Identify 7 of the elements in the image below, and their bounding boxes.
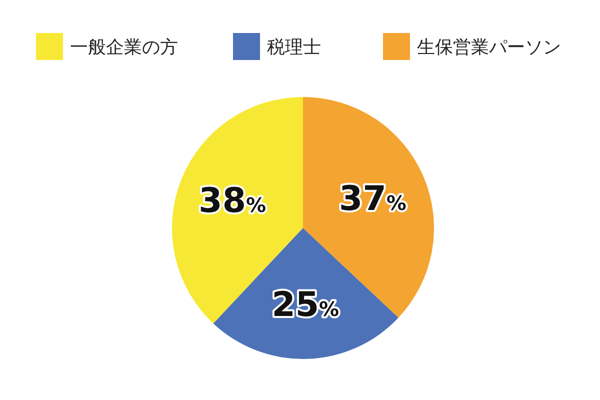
pie-slice <box>213 228 398 359</box>
data-label: 38% <box>198 181 266 222</box>
legend-label: 税理士 <box>267 37 321 58</box>
data-label: 25% <box>272 284 340 325</box>
legend-label: 一般企業の方 <box>70 37 178 58</box>
data-label: 37% <box>339 178 406 219</box>
legend-label: 生保営業パーソン <box>417 37 561 58</box>
